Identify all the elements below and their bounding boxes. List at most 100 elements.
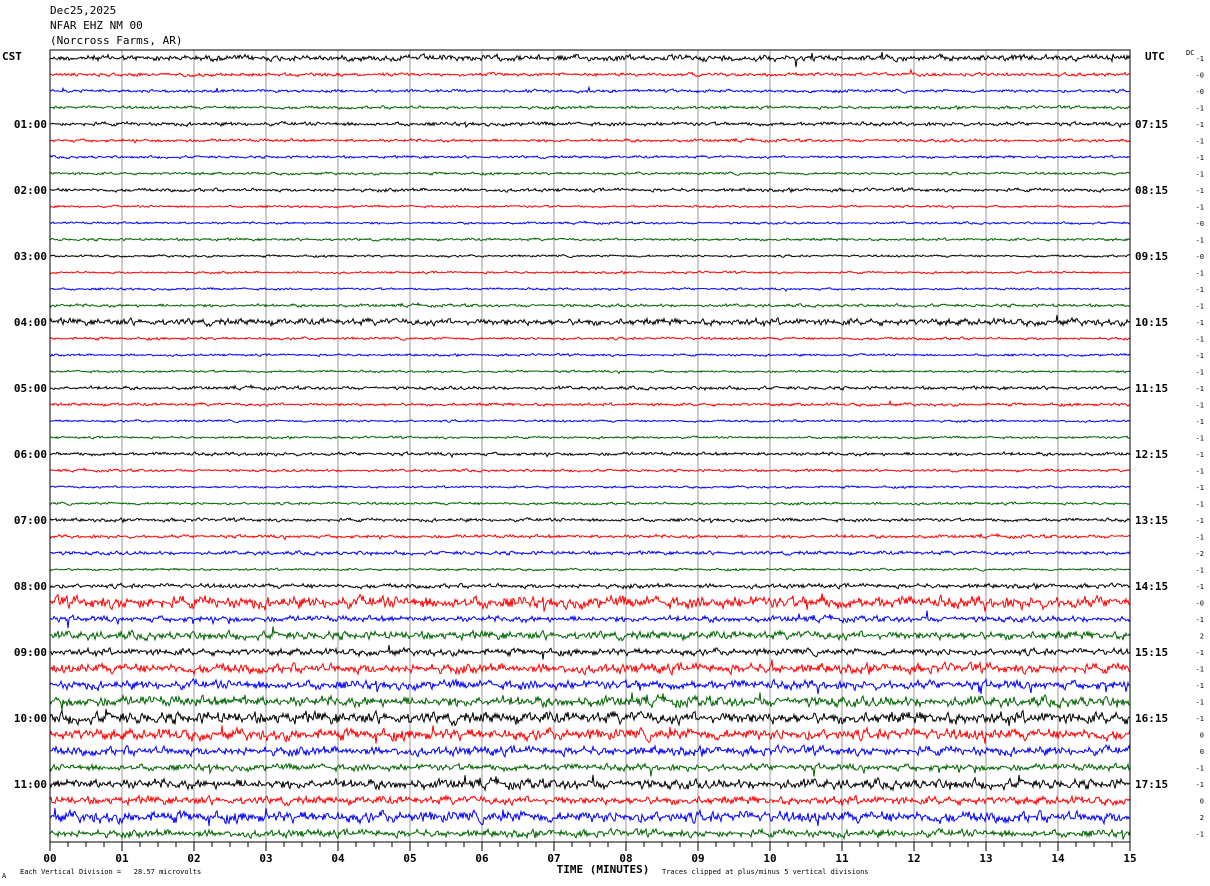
x-tick-label: 11 xyxy=(835,852,849,865)
seismic-trace xyxy=(49,610,1131,629)
dc-offset-value: -1 xyxy=(1196,121,1204,129)
utc-hour-label: 17:15 xyxy=(1135,778,1168,791)
seismic-trace xyxy=(49,743,1131,759)
x-tick-label: 12 xyxy=(907,852,920,865)
seismic-trace xyxy=(49,593,1131,612)
seismic-trace xyxy=(49,549,1131,557)
dc-offset-value: -1 xyxy=(1196,451,1204,459)
utc-hour-label: 11:15 xyxy=(1135,382,1168,395)
dc-offset-value: -1 xyxy=(1196,649,1204,657)
x-tick-label: 01 xyxy=(115,852,129,865)
dc-offset-value: -1 xyxy=(1196,534,1204,542)
x-tick-label: 05 xyxy=(403,852,416,865)
minute-gridlines xyxy=(121,50,1059,842)
seismic-trace xyxy=(49,467,1131,473)
station-location: (Norcross Farms, AR) xyxy=(50,34,183,47)
seismic-trace xyxy=(49,582,1131,591)
utc-hour-label: 10:15 xyxy=(1135,316,1168,329)
seismic-trace xyxy=(50,484,1131,490)
x-tick-label: 02 xyxy=(187,852,200,865)
dc-offset-value: -1 xyxy=(1196,204,1204,212)
cst-hour-label: 04:00 xyxy=(14,316,47,329)
seismic-trace xyxy=(49,286,1131,292)
seismic-trace xyxy=(49,626,1131,642)
dc-offset-value: -1 xyxy=(1196,385,1204,393)
seismic-trace xyxy=(49,659,1131,677)
cst-hour-label: 08:00 xyxy=(14,580,47,593)
dc-offset-value: -1 xyxy=(1196,336,1204,344)
seismic-trace xyxy=(49,567,1131,572)
seismic-trace xyxy=(49,384,1131,392)
seismic-trace xyxy=(49,708,1131,727)
seismic-trace xyxy=(49,220,1131,226)
dc-offset-value: -1 xyxy=(1196,138,1204,146)
dc-offset-header: DC xyxy=(1186,49,1195,57)
seismic-trace xyxy=(49,120,1131,129)
seismic-trace xyxy=(49,435,1131,440)
dc-offset-value: -1 xyxy=(1196,187,1204,195)
dc-offset-value: -1 xyxy=(1196,286,1204,294)
cst-hour-label: 10:00 xyxy=(14,712,47,725)
x-axis-ticks xyxy=(49,842,1131,851)
cst-hour-label: 07:00 xyxy=(14,514,47,527)
x-tick-label: 03 xyxy=(259,852,272,865)
seismic-trace xyxy=(49,517,1131,524)
dc-offset-value: -1 xyxy=(1196,567,1204,575)
dc-offset-value: -1 xyxy=(1196,402,1204,410)
dc-offset-value: -1 xyxy=(1196,303,1204,311)
seismic-trace xyxy=(49,204,1131,210)
cst-hour-label: 05:00 xyxy=(14,382,47,395)
cst-hour-label: 02:00 xyxy=(14,184,47,197)
seismic-trace xyxy=(49,352,1131,358)
utc-hour-label: 12:15 xyxy=(1135,448,1168,461)
utc-hour-label: 15:15 xyxy=(1135,646,1168,659)
seismic-trace xyxy=(49,369,1131,375)
dc-offset-value: -1 xyxy=(1196,501,1204,509)
dc-offset-value: -0 xyxy=(1196,220,1204,228)
seismic-trace xyxy=(49,85,1131,94)
record-date: Dec25,2025 xyxy=(50,4,117,17)
x-tick-label: 07 xyxy=(547,852,560,865)
cst-hour-label: 06:00 xyxy=(14,448,47,461)
seismic-trace xyxy=(49,725,1131,744)
plot-frame xyxy=(49,49,1131,843)
dc-offset-value: 0 xyxy=(1200,732,1204,740)
dc-offset-value: -1 xyxy=(1196,237,1204,245)
cst-hour-label: 03:00 xyxy=(14,250,47,263)
seismic-trace xyxy=(49,827,1131,841)
x-tick-label: 06 xyxy=(475,852,489,865)
x-tick-label: 13 xyxy=(979,852,992,865)
dc-offset-value: -1 xyxy=(1196,435,1204,443)
utc-hour-label: 14:15 xyxy=(1135,580,1168,593)
dc-offset-value: 0 xyxy=(1200,748,1204,756)
utc-hour-label: 07:15 xyxy=(1135,118,1168,131)
seismic-trace xyxy=(49,154,1131,160)
x-tick-label: 00 xyxy=(43,852,56,865)
dc-offset-value: -1 xyxy=(1196,319,1204,327)
dc-offset-value: 2 xyxy=(1200,814,1204,822)
dc-offset-value: -0 xyxy=(1196,88,1204,96)
dc-offset-value: -1 xyxy=(1196,270,1204,278)
dc-offset-value: -0 xyxy=(1196,253,1204,261)
cst-hour-label: 09:00 xyxy=(14,646,47,659)
cst-hour-label: 01:00 xyxy=(14,118,47,131)
seismic-trace xyxy=(49,336,1131,341)
dc-offset-value: 0 xyxy=(1200,798,1204,806)
dc-offset-value: -1 xyxy=(1196,616,1204,624)
seismic-trace xyxy=(49,301,1131,309)
x-tick-label: 08 xyxy=(619,852,632,865)
left-timezone-label: CST xyxy=(2,50,22,63)
seismic-trace xyxy=(49,104,1131,111)
x-tick-label: 15 xyxy=(1123,852,1136,865)
seismic-trace xyxy=(50,136,1131,144)
dc-offset-value: -1 xyxy=(1196,484,1204,492)
clip-note: Traces clipped at plus/minus 5 vertical … xyxy=(662,868,869,876)
seismic-trace xyxy=(49,270,1131,275)
dc-offset-value: 2 xyxy=(1200,633,1204,641)
seismic-trace xyxy=(49,171,1131,176)
dc-offset-value: -1 xyxy=(1196,352,1204,360)
cst-hour-label: 11:00 xyxy=(14,778,47,791)
seismic-trace xyxy=(49,253,1131,259)
station-code: NFAR EHZ NM 00 xyxy=(50,19,143,32)
